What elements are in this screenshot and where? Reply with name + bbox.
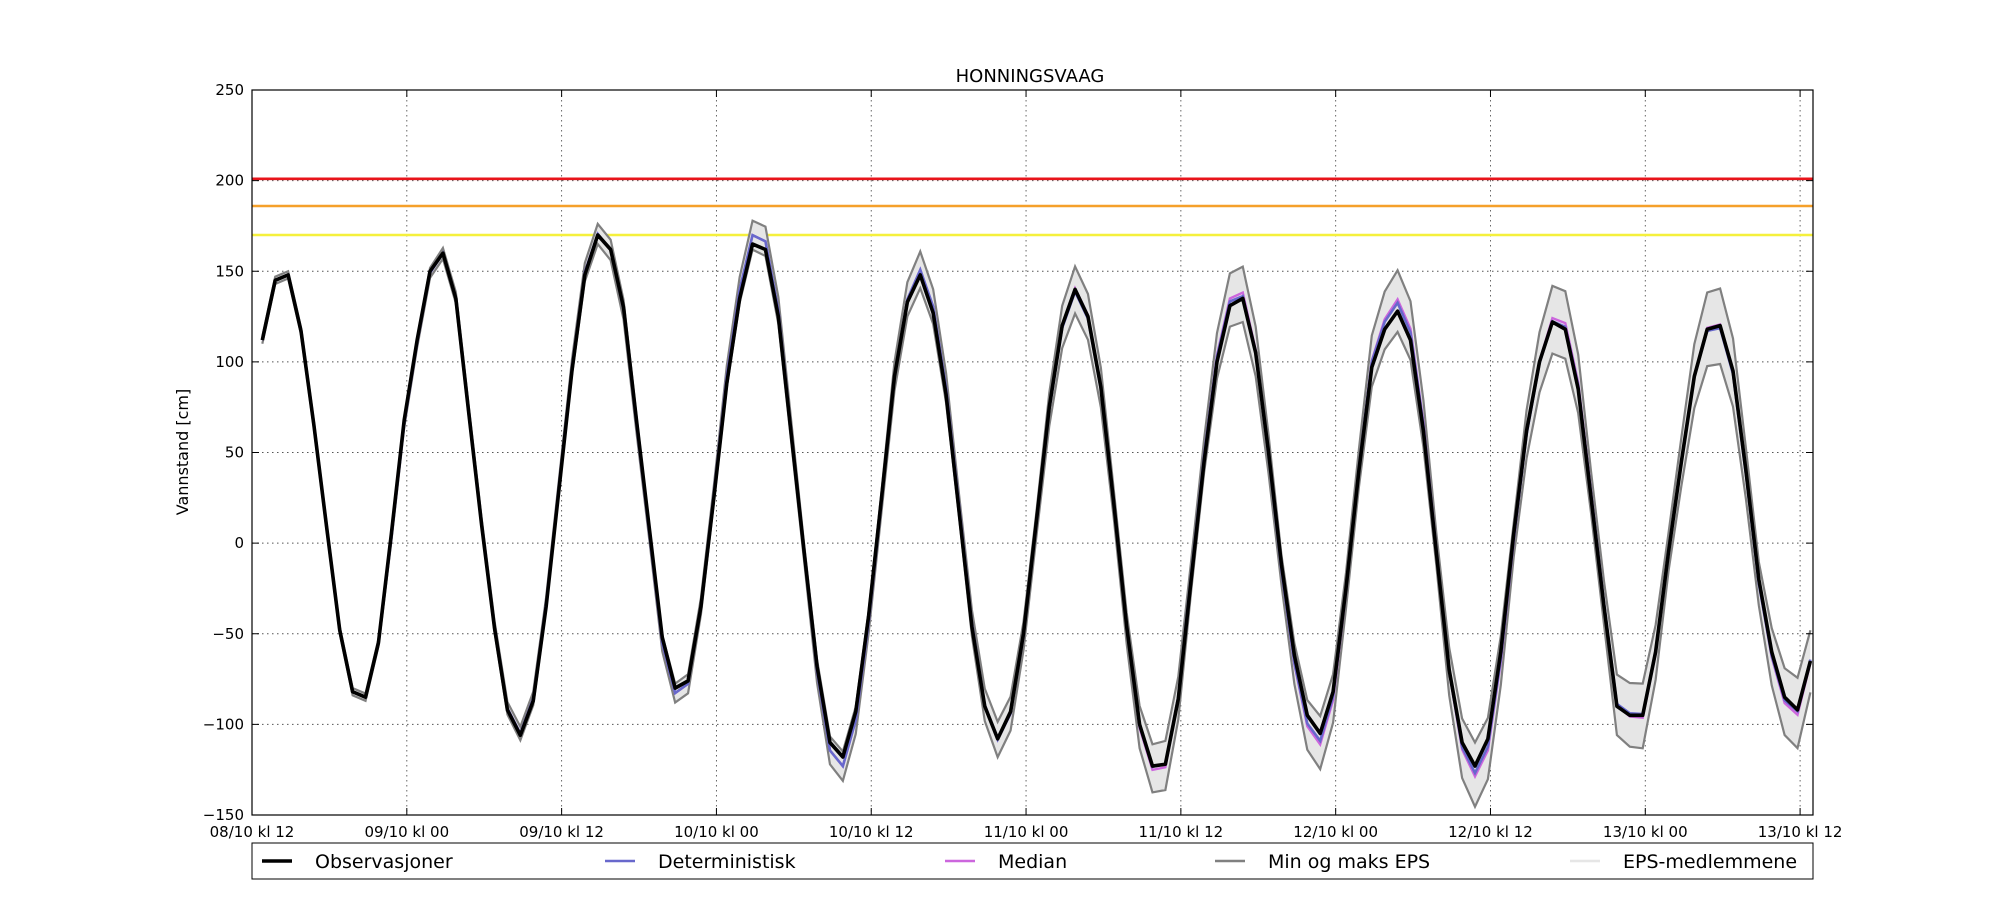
legend-frame [251, 842, 1814, 880]
observations-line [260, 233, 1813, 768]
legend-label: EPS-medlemmene [1623, 851, 1797, 873]
legend-label: Median [998, 851, 1067, 873]
x-tick-label: 10/10 kl 00 [674, 823, 759, 841]
axis-ticks: 08/10 kl 12 09/10 kl 00 09/10 kl 12 10/10 k… [203, 81, 1843, 841]
y-tick-label: −50 [212, 625, 244, 643]
y-tick-label: 250 [215, 81, 244, 99]
grid-lines [252, 90, 1813, 815]
legend-label: Deterministisk [658, 851, 796, 873]
series-lines [260, 219, 1813, 810]
x-tick-label: 10/10 kl 12 [829, 823, 914, 841]
x-tick-label: 12/10 kl 00 [1293, 823, 1378, 841]
x-tick-label: 09/10 kl 00 [364, 823, 449, 841]
x-tick-label: 12/10 kl 12 [1448, 823, 1533, 841]
threshold-lines [252, 177, 1813, 237]
x-tick-label: 08/10 kl 12 [210, 823, 295, 841]
y-tick-label: 0 [234, 534, 244, 552]
y-axis-label: Vannstand [cm] [173, 389, 192, 515]
legend-label: Min og maks EPS [1268, 851, 1430, 873]
y-tick-label: 100 [215, 353, 244, 371]
legend-label: Observasjoner [315, 851, 453, 873]
y-tick-label: −150 [203, 806, 244, 824]
legend: Observasjoner Deterministisk Median Min og … [251, 842, 1814, 880]
x-tick-label: 11/10 kl 00 [984, 823, 1069, 841]
y-tick-label: 150 [215, 262, 244, 280]
x-tick-label: 11/10 kl 12 [1139, 823, 1224, 841]
x-tick-label: 13/10 kl 00 [1603, 823, 1688, 841]
y-tick-label: 50 [225, 444, 244, 462]
x-tick-label: 09/10 kl 12 [519, 823, 604, 841]
x-tick-label: 13/10 kl 12 [1758, 823, 1843, 841]
chart-title: HONNINGSVAAG [956, 66, 1105, 87]
y-tick-label: −100 [203, 715, 244, 733]
y-tick-label: 200 [215, 172, 244, 190]
eps-max-line [261, 219, 1812, 754]
